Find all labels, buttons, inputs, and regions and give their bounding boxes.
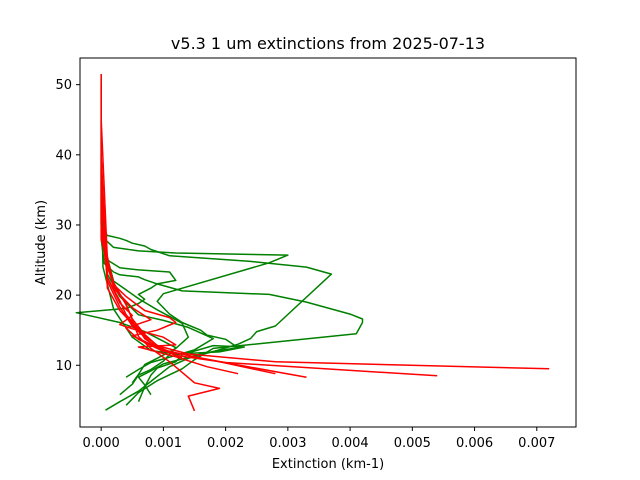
plot-area-frame	[79, 57, 577, 428]
plot-lines	[75, 74, 550, 412]
x-tick-label: 0.004	[331, 436, 368, 451]
x-tick-label: 0.003	[269, 436, 306, 451]
x-tick-label: 0.005	[394, 436, 431, 451]
y-tick-label: 20	[55, 289, 72, 304]
x-axis: 0.000 0.001 0.002 0.003 0.004 0.005 0.006 0.007	[83, 427, 555, 451]
profile-line-5	[75, 168, 177, 396]
y-tick-label: 10	[55, 359, 72, 374]
x-tick-label: 0.001	[145, 436, 182, 451]
profile-line-15	[100, 224, 183, 359]
x-tick-label: 0.002	[207, 436, 244, 451]
y-tick-label: 50	[55, 78, 72, 93]
chart-title: v5.3 1 um extinctions from 2025-07-13	[171, 34, 485, 53]
profile-line-3	[100, 119, 289, 396]
profile-line-4	[100, 189, 246, 402]
x-tick-label: 0.006	[456, 436, 493, 451]
y-tick-label: 40	[55, 148, 72, 163]
profile-line-2	[100, 154, 364, 406]
y-axis-label: Altitude (km)	[34, 200, 49, 285]
x-axis-label: Extinction (km-1)	[272, 457, 384, 472]
x-tick-label: 0.000	[83, 436, 120, 451]
x-tick-label: 0.007	[518, 436, 555, 451]
y-tick-label: 30	[55, 218, 72, 233]
y-axis: 10 20 30 40 50	[55, 78, 80, 374]
